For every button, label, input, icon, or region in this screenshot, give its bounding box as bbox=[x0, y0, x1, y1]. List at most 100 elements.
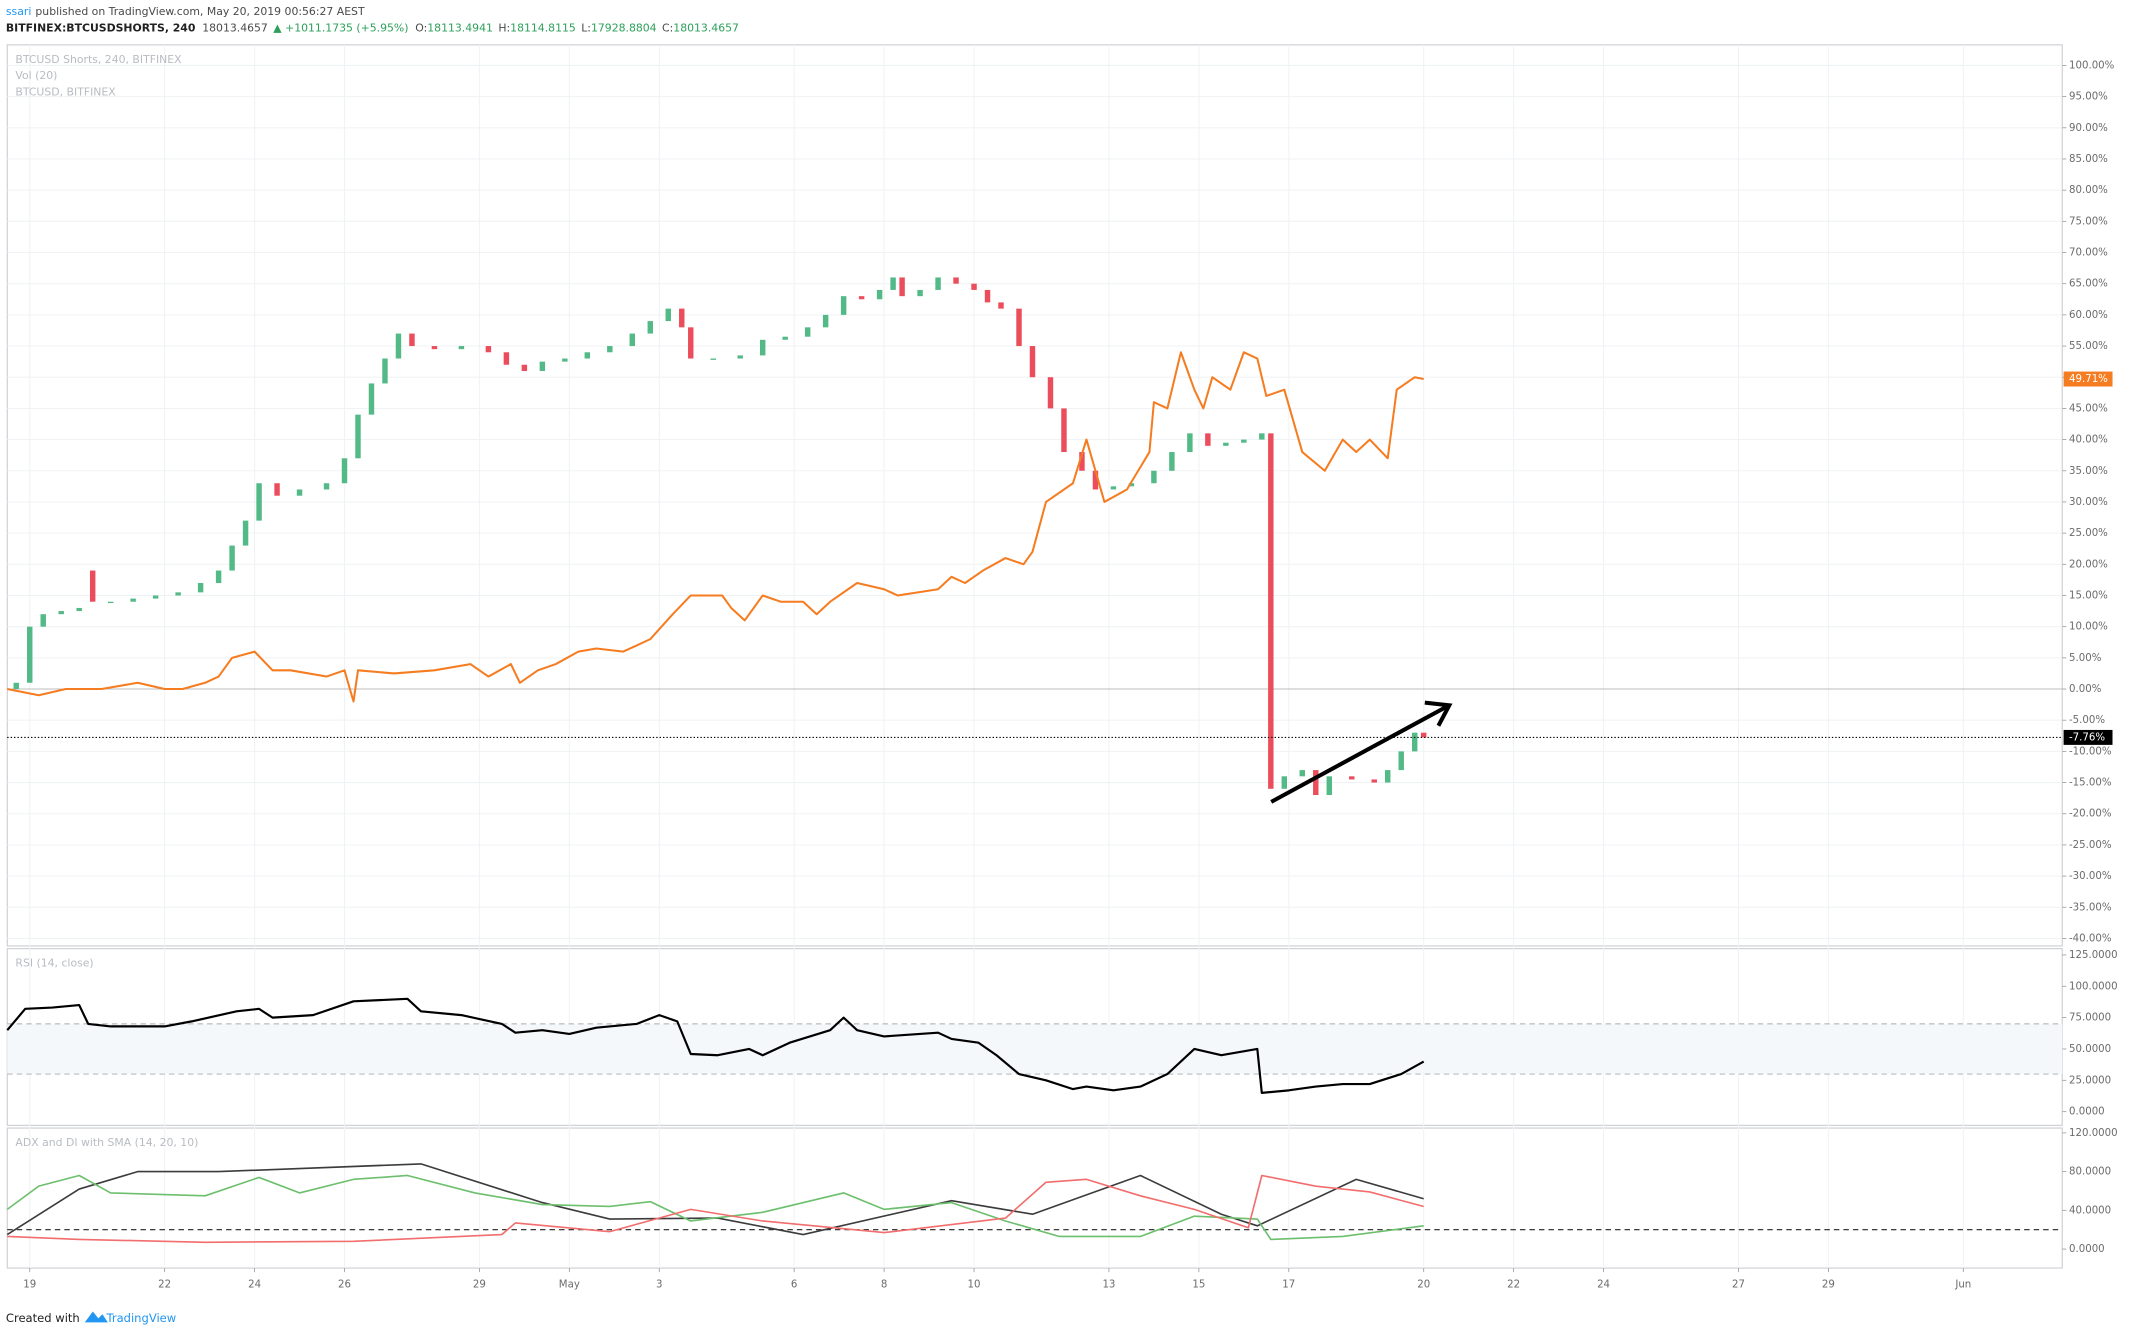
y-tick-label: -35.00% bbox=[2069, 902, 2112, 913]
candle-body bbox=[1169, 452, 1175, 471]
candle-body bbox=[665, 308, 671, 322]
last-value-label: -7.76% bbox=[2069, 732, 2105, 743]
y-tick-label: 75.00% bbox=[2069, 216, 2108, 227]
candle-body bbox=[229, 545, 235, 571]
indicator-line bbox=[6, 997, 1425, 1094]
candle-body bbox=[368, 383, 375, 415]
last-value-label: 49.71% bbox=[2069, 374, 2108, 385]
candle-body bbox=[1349, 776, 1355, 780]
candle-body bbox=[40, 614, 46, 627]
x-tick-label: Jun bbox=[1954, 1279, 1971, 1290]
candle-body bbox=[395, 333, 402, 359]
candle-body bbox=[1110, 486, 1117, 490]
candle-body bbox=[1092, 470, 1099, 490]
candle-body bbox=[759, 339, 766, 356]
candle-body bbox=[152, 595, 159, 599]
y-tick-label: -15.00% bbox=[2069, 778, 2112, 789]
y-tick-label: -40.00% bbox=[2069, 933, 2112, 944]
author[interactable]: ssari bbox=[6, 5, 31, 18]
candle-body bbox=[1187, 433, 1193, 453]
candle-body bbox=[521, 364, 528, 371]
x-tick-label: 27 bbox=[1732, 1279, 1745, 1290]
x-tick-label: 24 bbox=[248, 1279, 261, 1290]
y-tick-label: 120.0000 bbox=[2069, 1128, 2118, 1139]
x-tick-label: 29 bbox=[1822, 1279, 1835, 1290]
y-tick-label: 60.00% bbox=[2069, 310, 2108, 321]
y-tick-label: 40.0000 bbox=[2069, 1205, 2111, 1216]
brand-logo bbox=[84, 1311, 108, 1323]
y-tick-label: 5.00% bbox=[2069, 653, 2102, 664]
candle-body bbox=[584, 352, 591, 359]
candle-body bbox=[1420, 732, 1427, 738]
indicator-line bbox=[7, 1174, 1424, 1244]
candle-body bbox=[822, 314, 829, 328]
candle-body bbox=[503, 352, 510, 365]
h: 18114.8115 bbox=[510, 22, 576, 35]
candle-body bbox=[1411, 732, 1418, 752]
trend-arrow bbox=[1270, 700, 1453, 804]
footer-brand[interactable]: TradingView bbox=[105, 1311, 176, 1325]
y-tick-label: 45.00% bbox=[2069, 403, 2108, 414]
candle-body bbox=[1223, 442, 1229, 446]
y-tick-label: -5.00% bbox=[2069, 715, 2105, 726]
pane-legend: BTCUSD Shorts, 240, BITFINEX bbox=[15, 53, 182, 66]
y-tick-label: 20.00% bbox=[2069, 559, 2108, 570]
candle-body bbox=[1268, 433, 1274, 789]
y-tick-label: -10.00% bbox=[2069, 746, 2112, 757]
candle-body bbox=[382, 358, 388, 384]
candle-body bbox=[1205, 433, 1211, 446]
candle-body bbox=[984, 289, 991, 303]
candle-body bbox=[107, 601, 114, 604]
y-tick-label: 65.00% bbox=[2069, 279, 2108, 290]
l: 17928.8804 bbox=[591, 22, 657, 35]
candle-body bbox=[89, 570, 96, 602]
y-tick-label: 50.0000 bbox=[2069, 1044, 2111, 1055]
candle-body bbox=[1326, 776, 1332, 796]
pane-legend: BTCUSD, BITFINEX bbox=[15, 85, 116, 98]
candle-body bbox=[458, 346, 465, 350]
candle-body bbox=[58, 611, 64, 615]
pane-legend: RSI (14, close) bbox=[15, 957, 93, 970]
candle-body bbox=[1313, 770, 1319, 796]
indicator-line bbox=[6, 1163, 1424, 1236]
candle-body bbox=[688, 327, 694, 359]
candle-body bbox=[13, 682, 19, 690]
y-tick-label: 100.0000 bbox=[2069, 981, 2118, 992]
y-tick-label: -25.00% bbox=[2069, 840, 2112, 851]
h-label: H: bbox=[498, 22, 510, 35]
candle-body bbox=[647, 321, 653, 334]
candle-body bbox=[971, 283, 977, 290]
y-tick-label: 0.00% bbox=[2069, 684, 2102, 695]
candle-body bbox=[782, 336, 788, 340]
y-tick-label: 10.00% bbox=[2069, 622, 2108, 633]
y-tick-label: 25.0000 bbox=[2069, 1075, 2111, 1086]
rsi-band bbox=[7, 1023, 2063, 1075]
candle-body bbox=[1079, 452, 1085, 471]
candle-body bbox=[1128, 483, 1135, 487]
candle-body bbox=[1241, 439, 1247, 443]
y-tick-label: 0.0000 bbox=[2069, 1244, 2105, 1255]
candle-body bbox=[1371, 779, 1377, 783]
x-tick-label: 24 bbox=[1597, 1279, 1610, 1290]
y-tick-label: 35.00% bbox=[2069, 466, 2108, 477]
y-tick-label: 30.00% bbox=[2069, 497, 2108, 508]
y-tick-label: 70.00% bbox=[2069, 248, 2108, 259]
symbol: BITFINEX:BTCUSDSHORTS, 240 bbox=[6, 22, 196, 35]
footer-created: Created with bbox=[6, 1311, 80, 1325]
pane-frame bbox=[6, 1127, 2063, 1269]
candle-body bbox=[197, 583, 204, 593]
candle-body bbox=[899, 277, 905, 297]
x-tick-label: 3 bbox=[656, 1279, 662, 1290]
candle-body bbox=[804, 327, 811, 337]
o-label: O: bbox=[415, 22, 427, 35]
y-tick-label: 15.00% bbox=[2069, 590, 2108, 601]
candle-body bbox=[76, 607, 82, 612]
x-tick-label: 13 bbox=[1102, 1279, 1115, 1290]
candle-body bbox=[1151, 470, 1157, 484]
arrow-shaft bbox=[1270, 704, 1448, 804]
x-tick-label: May bbox=[559, 1279, 580, 1290]
y-tick-label: -20.00% bbox=[2069, 809, 2112, 820]
candle-body bbox=[1281, 776, 1288, 789]
candle-body bbox=[876, 289, 883, 300]
last-value-box bbox=[2063, 371, 2113, 387]
